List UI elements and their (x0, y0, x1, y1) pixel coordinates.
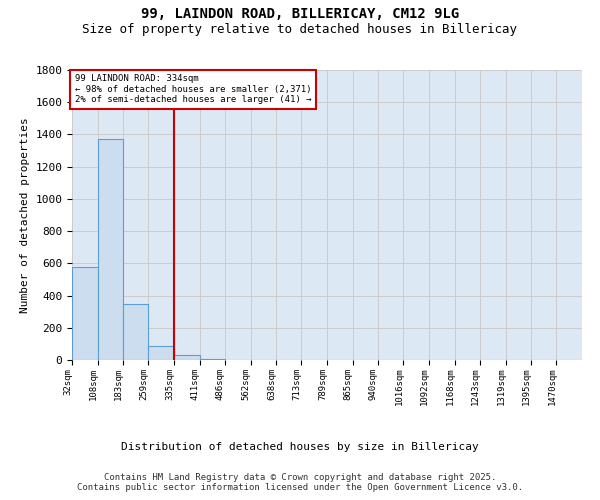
Bar (174, 355, 200, 360)
Bar (200, 359, 225, 360)
Text: Distribution of detached houses by size in Billericay: Distribution of detached houses by size … (121, 442, 479, 452)
Y-axis label: Number of detached properties: Number of detached properties (20, 117, 30, 313)
Text: 99 LAINDON ROAD: 334sqm
← 98% of detached houses are smaller (2,371)
2% of semi-: 99 LAINDON ROAD: 334sqm ← 98% of detache… (74, 74, 311, 104)
Bar (98, 140, 123, 360)
Bar (148, 346, 174, 360)
Text: 99, LAINDON ROAD, BILLERICAY, CM12 9LG: 99, LAINDON ROAD, BILLERICAY, CM12 9LG (141, 8, 459, 22)
Bar (123, 304, 148, 360)
Text: Size of property relative to detached houses in Billericay: Size of property relative to detached ho… (83, 22, 517, 36)
Text: Contains HM Land Registry data © Crown copyright and database right 2025.
Contai: Contains HM Land Registry data © Crown c… (77, 472, 523, 492)
Bar (72, 266, 98, 360)
